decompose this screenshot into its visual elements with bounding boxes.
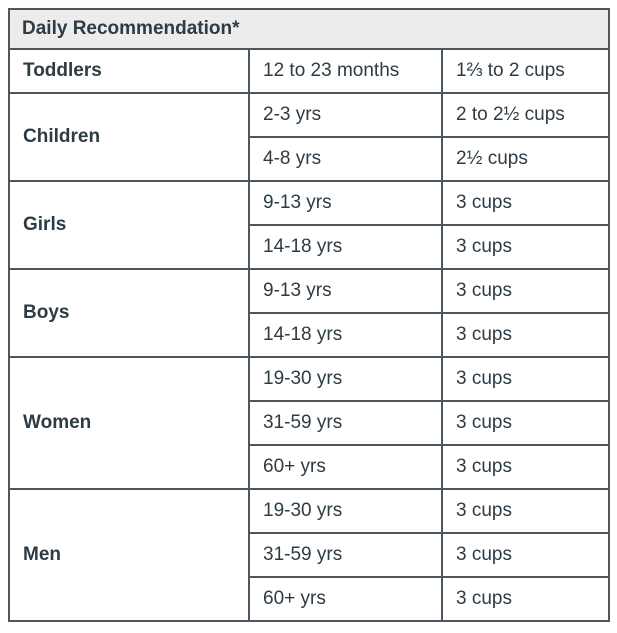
- amount-cell: 3 cups: [441, 224, 610, 270]
- age-cell: 31-59 yrs: [248, 400, 443, 446]
- table-row: 4-8 yrs 2½ cups: [9, 136, 610, 182]
- table-row: 31-59 yrs 3 cups: [9, 532, 610, 578]
- table-row: 60+ yrs 3 cups: [9, 444, 610, 490]
- amount-cell: 3 cups: [441, 488, 610, 534]
- amount-cell: 3 cups: [441, 180, 610, 226]
- age-cell: 60+ yrs: [248, 444, 443, 490]
- age-cell: 14-18 yrs: [248, 224, 443, 270]
- age-cell: 19-30 yrs: [248, 356, 443, 402]
- group-cell: Children: [8, 92, 250, 182]
- age-cell: 31-59 yrs: [248, 532, 443, 578]
- table-header-row: Daily Recommendation*: [8, 8, 610, 50]
- table-title: Daily Recommendation*: [8, 8, 610, 50]
- group-cell: Women: [8, 356, 250, 490]
- amount-cell: 3 cups: [441, 576, 610, 622]
- group-cell: Toddlers: [8, 48, 250, 94]
- age-cell: 19-30 yrs: [248, 488, 443, 534]
- table-row: Toddlers 12 to 23 months 1⅔ to 2 cups: [8, 48, 610, 94]
- age-cell: 4-8 yrs: [248, 136, 443, 182]
- amount-cell: 2½ cups: [441, 136, 610, 182]
- table-row: 14-18 yrs 3 cups: [9, 312, 610, 358]
- table-row: Men 19-30 yrs 3 cups: [8, 488, 610, 622]
- amount-cell: 3 cups: [441, 444, 610, 490]
- table-row: Boys 9-13 yrs 3 cups: [8, 268, 610, 358]
- amount-cell: 3 cups: [441, 532, 610, 578]
- age-cell: 12 to 23 months: [248, 48, 443, 94]
- table-row: Women 19-30 yrs 3 cups: [8, 356, 610, 490]
- age-cell: 2-3 yrs: [248, 92, 443, 138]
- amount-cell: 3 cups: [441, 400, 610, 446]
- age-cell: 9-13 yrs: [248, 268, 443, 314]
- table-row: 60+ yrs 3 cups: [9, 576, 610, 622]
- amount-cell: 3 cups: [441, 268, 610, 314]
- amount-cell: 1⅔ to 2 cups: [441, 48, 610, 94]
- group-cell: Boys: [8, 268, 250, 358]
- amount-cell: 2 to 2½ cups: [441, 92, 610, 138]
- amount-cell: 3 cups: [441, 356, 610, 402]
- table-row: Girls 9-13 yrs 3 cups: [8, 180, 610, 270]
- group-cell: Men: [8, 488, 250, 622]
- daily-recommendation-table: Daily Recommendation* Toddlers 12 to 23 m…: [8, 8, 610, 622]
- table-row: 31-59 yrs 3 cups: [9, 400, 610, 446]
- age-cell: 60+ yrs: [248, 576, 443, 622]
- age-cell: 9-13 yrs: [248, 180, 443, 226]
- age-cell: 14-18 yrs: [248, 312, 443, 358]
- table-row: 14-18 yrs 3 cups: [9, 224, 610, 270]
- group-cell: Girls: [8, 180, 250, 270]
- table-row: Children 2-3 yrs 2 to 2½ cups: [8, 92, 610, 182]
- amount-cell: 3 cups: [441, 312, 610, 358]
